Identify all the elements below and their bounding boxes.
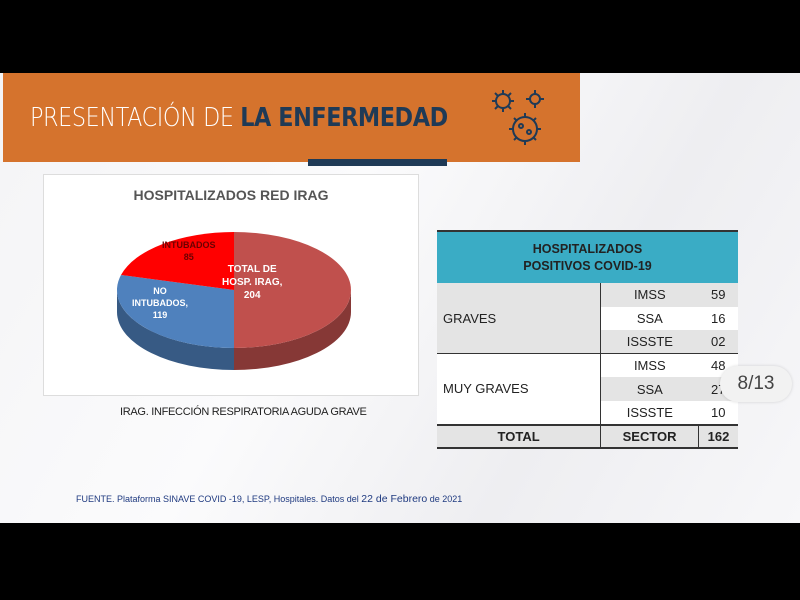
group-label: MUY GRAVES — [437, 353, 602, 425]
table-cell: IMSS — [600, 353, 699, 378]
pie-slice-side — [234, 290, 351, 370]
table-header: HOSPITALIZADOS POSITIVOS COVID-19 — [437, 230, 738, 283]
pie-slice — [234, 232, 351, 348]
source-note: FUENTE. Plataforma SINAVE COVID -19, LES… — [76, 493, 463, 505]
table-cell: ISSSTE — [626, 334, 673, 350]
chart-note: IRAG. INFECCIÓN RESPIRATORIA AGUDA GRAVE — [120, 406, 367, 418]
slice-label-no-intubados: NO INTUBADOS, 119 — [132, 286, 188, 320]
table-cell: SSA — [636, 310, 663, 326]
table-cell: IMSS — [633, 287, 666, 303]
pie-chart: HOSPITALIZADOS RED IRAG TOTAL DE HOSP. IR… — [43, 174, 419, 396]
slice-label-intubados: INTUBADOS 85 — [162, 240, 216, 262]
pie-slice-side — [117, 290, 234, 370]
slice-label-total: TOTAL DE HOSP. IRAG, 204 — [222, 264, 283, 301]
virus-icon — [492, 90, 544, 145]
table-cell: 59 — [711, 287, 726, 303]
header-banner: PRESENTACIÓN DE LA ENFERMEDAD — [3, 73, 580, 166]
slide: PRESENTACIÓN DE LA ENFERMEDAD HOSPITALIZ… — [0, 73, 800, 523]
pie-slice — [116, 274, 234, 348]
total-value: 162 — [698, 423, 738, 450]
total-sector: SECTOR — [600, 423, 699, 450]
covid-table: HOSPITALIZADOS POSITIVOS COVID-19 GRAVES I… — [437, 230, 738, 450]
page-indicator[interactable]: 8/13 — [720, 366, 792, 402]
table-cell: ISSSTE — [626, 404, 673, 420]
table-cell: 16 — [711, 310, 726, 326]
chart-title: HOSPITALIZADOS RED IRAG — [133, 187, 329, 203]
title-underline — [308, 159, 447, 166]
group-label: GRAVES — [437, 283, 602, 354]
pie-slice — [120, 232, 234, 290]
slide-title: PRESENTACIÓN DE LA ENFERMEDAD — [30, 103, 448, 133]
table-cell: 10 — [711, 404, 726, 420]
pie-svg — [116, 232, 351, 370]
title-light: PRESENTACIÓN DE — [30, 103, 234, 133]
table-cell: 02 — [711, 334, 726, 350]
title-bold: LA ENFERMEDAD — [240, 103, 448, 133]
total-label: TOTAL — [437, 423, 602, 450]
table-cell: SSA — [636, 381, 663, 397]
